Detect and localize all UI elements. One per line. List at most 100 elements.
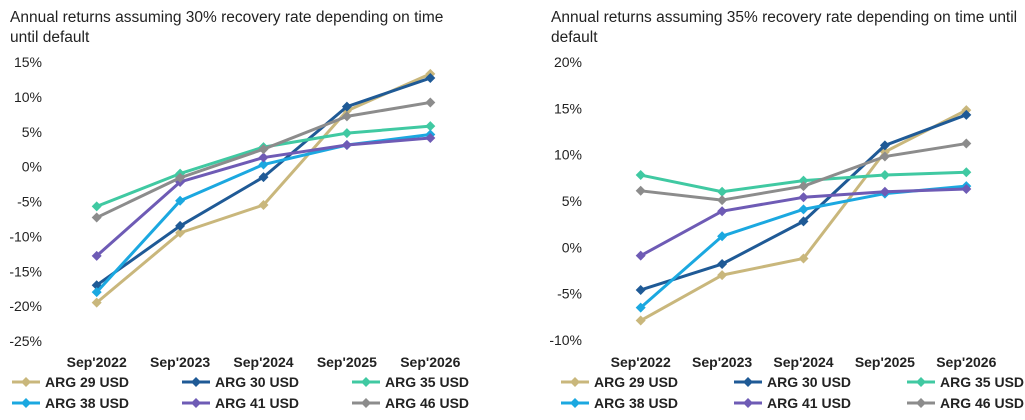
data-point xyxy=(717,259,728,270)
legend-label: ARG 46 USD xyxy=(385,395,469,411)
legend-item: ARG 41 USD xyxy=(734,395,851,411)
data-point xyxy=(258,152,269,163)
data-point xyxy=(961,109,972,120)
data-point xyxy=(717,270,728,281)
x-axis-labels: Sep'2022 Sep'2023 Sep'2024 Sep'2025 Sep'2026 xyxy=(67,354,461,370)
data-point xyxy=(798,181,809,192)
legend: ARG 29 USD ARG 30 USD ARG 35 USD ARG 38 USD… xyxy=(561,374,1024,411)
data-point xyxy=(717,231,728,242)
y-tick-label: 0% xyxy=(22,159,42,175)
legend-marker xyxy=(916,377,926,387)
series xyxy=(91,133,436,261)
legend-item: ARG 38 USD xyxy=(12,395,129,411)
legend-item: ARG 35 USD xyxy=(907,374,1024,390)
data-point xyxy=(341,128,352,139)
data-point xyxy=(341,140,352,151)
data-point xyxy=(717,195,728,206)
legend-marker xyxy=(21,377,31,387)
data-point xyxy=(425,133,436,144)
legend-label: ARG 46 USD xyxy=(940,395,1024,411)
legend-item: ARG 29 USD xyxy=(12,374,129,390)
x-tick-label: Sep'2026 xyxy=(400,354,460,370)
legend: ARG 29 USD ARG 30 USD ARG 35 USD ARG 38 USD… xyxy=(12,374,469,411)
data-point xyxy=(798,204,809,215)
legend-marker xyxy=(570,377,580,387)
legend-item: ARG 29 USD xyxy=(561,374,678,390)
x-tick-label: Sep'2025 xyxy=(855,354,915,370)
y-tick-label: -25% xyxy=(9,333,42,349)
data-point xyxy=(798,216,809,227)
data-point xyxy=(91,297,102,308)
data-point xyxy=(879,151,890,162)
legend-marker xyxy=(916,398,926,408)
series xyxy=(635,183,972,261)
y-tick-label: -10% xyxy=(549,332,582,348)
data-point xyxy=(635,250,646,261)
legend-item: ARG 30 USD xyxy=(734,374,851,390)
data-point xyxy=(425,73,436,84)
data-point xyxy=(175,195,186,206)
y-tick-label: 15% xyxy=(14,54,42,70)
y-tick-label: -15% xyxy=(9,263,42,279)
data-point xyxy=(879,140,890,151)
data-point xyxy=(798,175,809,186)
legend-label: ARG 30 USD xyxy=(767,374,851,390)
plot-area xyxy=(91,68,436,308)
y-tick-label: -20% xyxy=(9,298,42,314)
x-tick-label: Sep'2024 xyxy=(773,354,833,370)
y-tick-label: 20% xyxy=(554,54,582,70)
data-point xyxy=(341,101,352,112)
data-point xyxy=(91,287,102,298)
y-tick-label: 0% xyxy=(562,239,582,255)
data-point xyxy=(635,284,646,295)
series xyxy=(635,138,972,206)
legend-label: ARG 35 USD xyxy=(385,374,469,390)
y-tick-label: 10% xyxy=(14,89,42,105)
data-point xyxy=(717,186,728,197)
left-chart-panel: Annual returns assuming 30% recovery rat… xyxy=(0,0,510,420)
legend-item: ARG 30 USD xyxy=(182,374,299,390)
data-point xyxy=(879,186,890,197)
legend-marker xyxy=(361,398,371,408)
data-point xyxy=(258,159,269,170)
legend-label: ARG 29 USD xyxy=(594,374,678,390)
x-tick-label: Sep'2025 xyxy=(317,354,377,370)
y-tick-label: 15% xyxy=(554,100,582,116)
legend-label: ARG 41 USD xyxy=(215,395,299,411)
legend-item: ARG 46 USD xyxy=(352,395,469,411)
data-point xyxy=(175,227,186,238)
data-point xyxy=(961,138,972,149)
legend-label: ARG 30 USD xyxy=(215,374,299,390)
legend-marker xyxy=(191,377,201,387)
data-point xyxy=(879,170,890,181)
data-point xyxy=(258,172,269,183)
x-tick-label: Sep'2023 xyxy=(692,354,752,370)
series xyxy=(91,73,436,291)
y-tick-label: 5% xyxy=(562,193,582,209)
data-point xyxy=(341,111,352,122)
x-tick-label: Sep'2022 xyxy=(67,354,127,370)
data-point xyxy=(425,121,436,132)
y-tick-label: 5% xyxy=(22,124,42,140)
data-point xyxy=(717,206,728,217)
legend-item: ARG 38 USD xyxy=(561,395,678,411)
series xyxy=(91,97,436,223)
data-point xyxy=(635,302,646,313)
y-axis-labels: -25% -20% -15% -10% -5% 0% 5% 10% 15% xyxy=(9,54,42,349)
data-point xyxy=(798,192,809,203)
legend-label: ARG 35 USD xyxy=(940,374,1024,390)
data-point xyxy=(258,144,269,155)
data-point xyxy=(635,315,646,326)
legend-label: ARG 41 USD xyxy=(767,395,851,411)
x-axis-labels: Sep'2022 Sep'2023 Sep'2024 Sep'2025 Sep'2026 xyxy=(611,354,997,370)
data-point xyxy=(91,201,102,212)
y-tick-label: -5% xyxy=(17,194,42,210)
legend-label: ARG 38 USD xyxy=(594,395,678,411)
legend-marker xyxy=(743,377,753,387)
chart-title: Annual returns assuming 30% recovery rat… xyxy=(10,9,444,46)
data-point xyxy=(175,172,186,183)
series xyxy=(635,105,972,326)
legend-marker xyxy=(743,398,753,408)
right-line-chart: -10%-5%0%5%10%15%20%Sep'2022 Sep'2023 Sep'… xyxy=(549,54,1024,411)
legend-marker xyxy=(21,398,31,408)
